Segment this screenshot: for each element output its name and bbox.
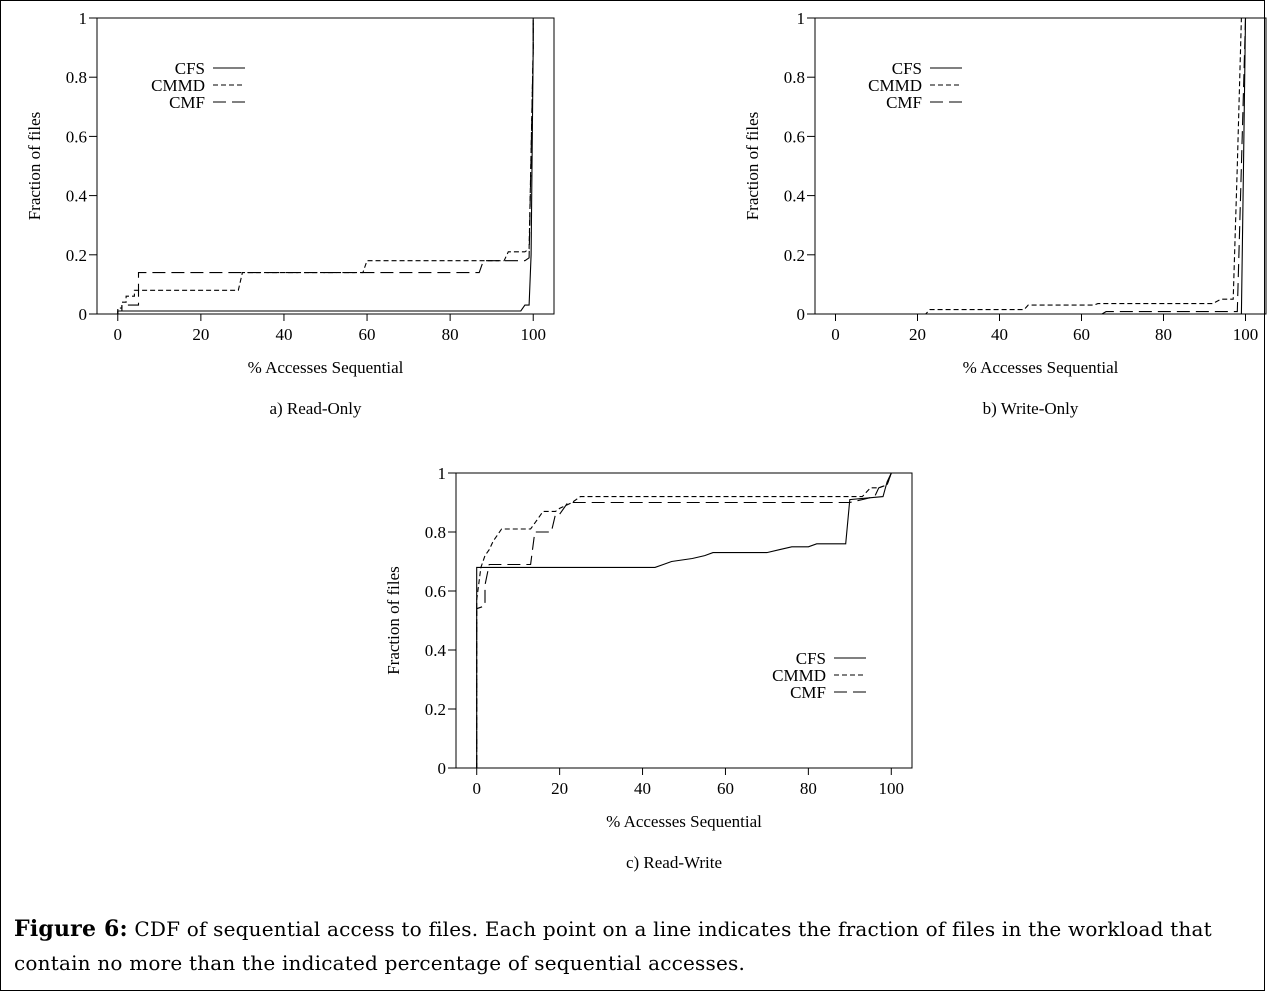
y-tick-label: 0.6	[66, 127, 87, 146]
x-axis-label: % Accesses Sequential	[248, 358, 404, 377]
series-line-cmmd	[117, 18, 534, 314]
series-line-cfs	[835, 17, 1247, 315]
series-line-cmf	[835, 17, 1247, 315]
x-tick-label: 60	[1073, 325, 1090, 344]
x-tick-label: 80	[800, 779, 817, 798]
legend-label: CFS	[175, 59, 205, 78]
legend-label: CMF	[886, 93, 922, 112]
chart-1: 0 0.2 0.4 0.6 0.8 1 0 20 40 60 80 100 % Accesses Seq…	[25, 9, 555, 418]
y-axis-label: Fraction of files	[384, 566, 403, 675]
caption-text: CDF of sequential access to files. Each …	[14, 917, 1212, 975]
x-tick-label: 20	[551, 779, 568, 798]
y-tick-label: 0.8	[66, 68, 87, 87]
caption-label: Figure 6:	[14, 916, 128, 942]
legend-label: CMMD	[868, 76, 922, 95]
y-tick-label: 0.4	[784, 187, 806, 206]
x-axis-label: % Accesses Sequential	[963, 358, 1119, 377]
x-tick-label: 100	[879, 779, 905, 798]
chart-subtitle: c) Read-Write	[626, 853, 722, 872]
x-tick-label: 20	[909, 325, 926, 344]
plot-frame	[96, 17, 555, 315]
chart-3: 0 0.2 0.4 0.6 0.8 1 0 20 40 60 80 100 % Accesses Seq…	[384, 464, 913, 872]
y-tick-label: 1	[79, 9, 88, 28]
series-line-cmf	[476, 472, 892, 768]
chart-2: 0 0.2 0.4 0.6 0.8 1 0 20 40 60 80 100 % Accesses Seq…	[743, 9, 1267, 418]
y-axis-label: Fraction of files	[25, 112, 44, 221]
x-tick-label: 60	[717, 779, 734, 798]
legend-label: CMMD	[772, 666, 826, 685]
x-tick-label: 80	[1155, 325, 1172, 344]
y-tick-label: 0.2	[66, 246, 87, 265]
y-tick-label: 0.4	[66, 187, 88, 206]
series-line-cmf	[117, 18, 534, 314]
plot-frame	[814, 17, 1267, 315]
x-tick-label: 20	[192, 325, 209, 344]
x-tick-label: 0	[831, 325, 840, 344]
x-tick-label: 60	[359, 325, 376, 344]
plot-frame	[455, 472, 913, 769]
x-tick-label: 80	[442, 325, 459, 344]
legend-label: CMF	[790, 683, 826, 702]
y-tick-label: 0.8	[425, 523, 446, 542]
y-tick-label: 0.6	[784, 127, 805, 146]
y-tick-label: 0.6	[425, 582, 446, 601]
y-tick-label: 0	[79, 305, 88, 324]
y-tick-label: 1	[797, 9, 806, 28]
y-axis-label: Fraction of files	[743, 112, 762, 221]
y-tick-label: 0	[797, 305, 806, 324]
series-line-cmmd	[476, 472, 892, 768]
x-axis-label: % Accesses Sequential	[606, 812, 762, 831]
figure-caption: Figure 6: CDF of sequential access to fi…	[14, 912, 1264, 980]
legend-label: CMMD	[151, 76, 205, 95]
legend-label: CFS	[892, 59, 922, 78]
figure-charts: 00.20.40.60.810 20 40 60 80 100% Accesses Seq…	[25, 9, 1267, 872]
x-tick-label: 0	[114, 325, 123, 344]
y-tick-label: 0.2	[425, 700, 446, 719]
x-tick-label: 40	[275, 325, 292, 344]
series-line-cmmd	[835, 17, 1246, 315]
y-tick-label: 0.4	[425, 641, 447, 660]
y-tick-label: 1	[438, 464, 447, 483]
series-line-cfs	[476, 472, 892, 768]
x-tick-label: 100	[520, 325, 546, 344]
x-tick-label: 100	[1233, 325, 1259, 344]
y-tick-label: 0.2	[784, 246, 805, 265]
legend-label: CFS	[796, 649, 826, 668]
chart-subtitle: b) Write-Only	[983, 399, 1079, 418]
x-tick-label: 40	[634, 779, 651, 798]
y-tick-label: 0.8	[784, 68, 805, 87]
x-tick-label: 0	[472, 779, 481, 798]
y-tick-label: 0	[438, 759, 447, 778]
legend-label: CMF	[169, 93, 205, 112]
chart-subtitle: a) Read-Only	[269, 399, 362, 418]
x-tick-label: 40	[991, 325, 1008, 344]
